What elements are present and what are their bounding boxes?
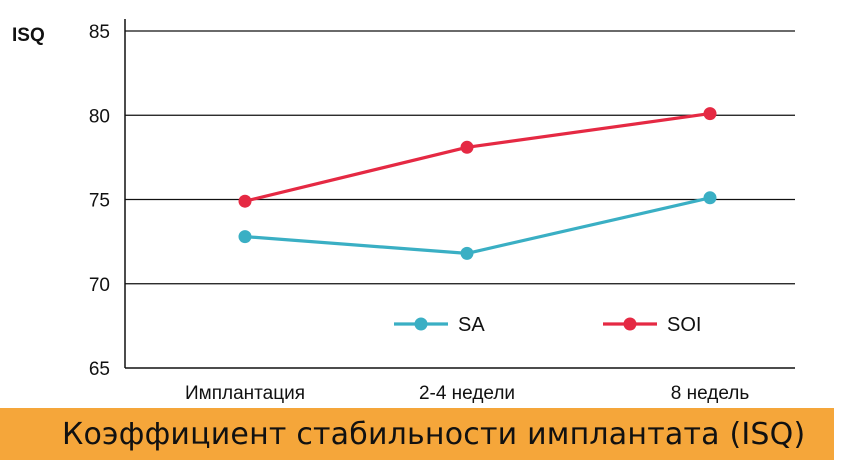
legend-item-soi: SOI [603, 314, 701, 336]
x-tick-label: 2-4 недели [419, 383, 515, 404]
y-tick-label: 75 [89, 191, 110, 212]
y-axis-label: ISQ [12, 25, 45, 46]
data-point-soi [460, 140, 474, 154]
series-line-soi [244, 112, 711, 203]
data-series [238, 107, 717, 260]
legend-marker [623, 317, 637, 331]
data-point-sa [238, 230, 252, 244]
data-point-sa [460, 246, 474, 260]
grid-lines [125, 30, 795, 285]
x-tick-label: Имплантация [185, 383, 305, 404]
data-point-soi [238, 194, 252, 208]
chart-axes [124, 19, 795, 369]
legend-item-sa: SA [394, 314, 485, 336]
legend-label: SOI [667, 314, 701, 336]
y-tick-label: 80 [89, 106, 110, 127]
series-line-sa [244, 196, 711, 255]
line-chart: ISQ 65 70 75 80 85 Имплантация 2-4 недели 8 не… [12, 19, 795, 404]
data-point-sa [703, 191, 717, 205]
legend: SA SOI [394, 314, 701, 336]
data-point-soi [703, 107, 717, 121]
x-tick-label: 8 недель [671, 383, 750, 404]
chart-title: Коэффициент стабильности имплантата (ISQ… [62, 416, 806, 452]
y-tick-label: 85 [89, 22, 110, 43]
legend-label: SA [458, 314, 485, 336]
y-tick-label: 65 [89, 359, 110, 380]
x-tick-labels: Имплантация 2-4 недели 8 недель [185, 383, 749, 404]
title-banner: Коэффициент стабильности имплантата (ISQ… [0, 408, 834, 460]
legend-marker [414, 317, 428, 331]
y-tick-label: 70 [89, 275, 110, 296]
y-tick-labels: 65 70 75 80 85 [89, 22, 110, 380]
